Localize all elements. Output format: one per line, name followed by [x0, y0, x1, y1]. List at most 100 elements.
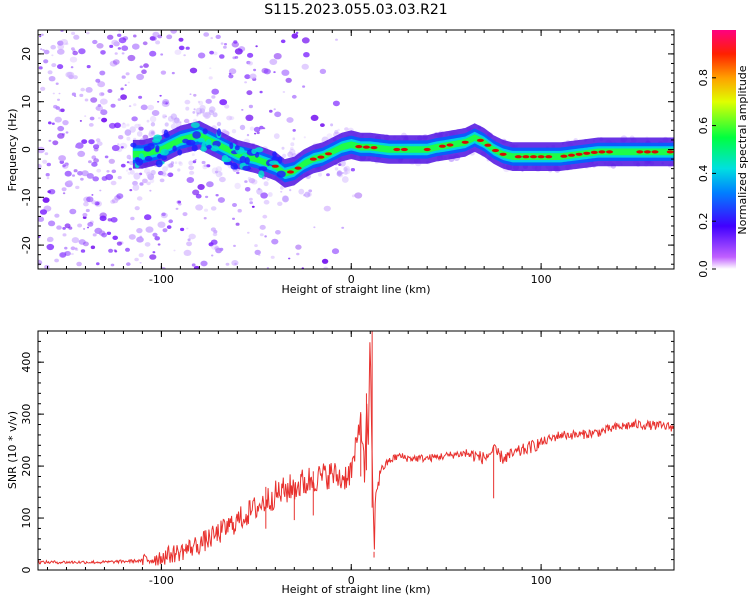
noise-blob — [224, 104, 230, 109]
noise-blob — [95, 138, 101, 143]
haze-blob — [303, 136, 306, 139]
noise-blob — [109, 44, 114, 49]
ridge-core — [651, 150, 659, 154]
spectrogram-x-tick-label: 100 — [531, 273, 552, 286]
snr-x-tick-label: 0 — [348, 574, 355, 587]
noise-blob — [48, 220, 56, 227]
noise-blob — [263, 199, 270, 205]
noise-blob — [144, 242, 151, 247]
noise-blob — [85, 87, 93, 93]
noise-blob — [85, 208, 90, 213]
haze-blob — [204, 111, 211, 119]
noise-blob — [159, 94, 162, 97]
haze-blob — [318, 172, 322, 177]
noise-blob — [269, 58, 278, 65]
noise-blob — [139, 65, 143, 69]
noise-blob — [208, 242, 214, 247]
spectrogram-y-tick-label: 0 — [20, 146, 33, 153]
noise-blob — [245, 114, 254, 122]
noise-blob — [117, 33, 122, 37]
noise-blob — [246, 116, 252, 120]
ridge-blotch — [197, 137, 205, 143]
noise-blob — [64, 170, 72, 177]
noise-blob — [128, 234, 136, 240]
haze-blob — [149, 178, 155, 184]
noise-blob — [280, 190, 283, 193]
noise-blob — [232, 203, 237, 207]
noise-blob — [57, 40, 64, 46]
noise-blob — [286, 117, 294, 123]
noise-blob — [254, 244, 258, 248]
snr-y-tick-label: 0 — [20, 567, 33, 574]
noise-blob — [301, 63, 309, 70]
noise-blob — [119, 142, 128, 150]
noise-blob — [38, 163, 42, 169]
noise-blob — [246, 60, 251, 65]
noise-blob — [126, 161, 130, 164]
noise-blob — [253, 68, 257, 72]
haze-blob — [212, 112, 218, 118]
noise-blob — [81, 170, 89, 177]
haze-blob — [334, 129, 339, 135]
noise-blob — [86, 31, 90, 35]
haze-blob — [343, 167, 348, 172]
haze-blob — [344, 165, 350, 172]
haze-blob — [282, 153, 287, 158]
snr-y-axis-label: SNR (10 * v/v) — [6, 411, 19, 489]
noise-blob — [234, 56, 239, 59]
noise-blob — [193, 265, 200, 269]
haze-blob — [215, 166, 222, 173]
noise-blob — [130, 216, 135, 221]
noise-blob — [64, 246, 68, 250]
haze-blob — [161, 113, 167, 119]
noise-blob — [231, 41, 239, 48]
noise-blob — [72, 75, 78, 80]
haze-blob — [290, 142, 295, 147]
noise-blob — [47, 236, 54, 242]
noise-blob — [248, 178, 256, 184]
noise-blob — [167, 172, 174, 178]
noise-blob — [187, 238, 191, 241]
noise-blob — [151, 110, 160, 116]
noise-blob — [74, 247, 78, 250]
noise-blob — [197, 184, 205, 190]
noise-blob — [266, 267, 269, 269]
haze-blob — [121, 122, 127, 129]
haze-blob — [219, 172, 224, 176]
ridge-core — [446, 143, 454, 147]
ridge-blotch — [210, 145, 220, 152]
haze-blob — [239, 124, 246, 131]
noise-blob — [60, 252, 67, 258]
noise-blob — [92, 176, 99, 182]
haze-blob — [164, 122, 169, 127]
haze-blob — [341, 172, 344, 174]
noise-blob — [51, 54, 54, 57]
noise-blob — [84, 98, 89, 102]
noise-blob — [249, 197, 253, 201]
noise-blob — [213, 230, 218, 234]
noise-blob — [65, 71, 73, 78]
haze-blob — [249, 126, 254, 131]
ridge-blotch — [272, 151, 277, 158]
haze-blob — [336, 171, 342, 177]
ridge-core — [606, 150, 613, 154]
noise-blob — [73, 169, 78, 173]
noise-blob — [192, 189, 200, 196]
noise-blob — [209, 67, 212, 69]
noise-blob — [275, 230, 281, 235]
snr-series-line — [38, 342, 674, 566]
noise-blob — [166, 34, 173, 40]
noise-blob — [323, 266, 329, 269]
noise-blob — [80, 87, 85, 92]
noise-blob — [338, 163, 342, 166]
noise-blob — [38, 66, 43, 70]
noise-blob — [175, 207, 179, 210]
noise-blob — [211, 254, 214, 257]
ridge-core — [530, 155, 537, 159]
ridge-blotch — [221, 155, 229, 162]
noise-blob — [157, 101, 160, 103]
noise-blob — [95, 106, 101, 111]
ridge-core — [287, 170, 294, 174]
noise-blob — [173, 249, 176, 252]
noise-blob — [292, 129, 296, 132]
